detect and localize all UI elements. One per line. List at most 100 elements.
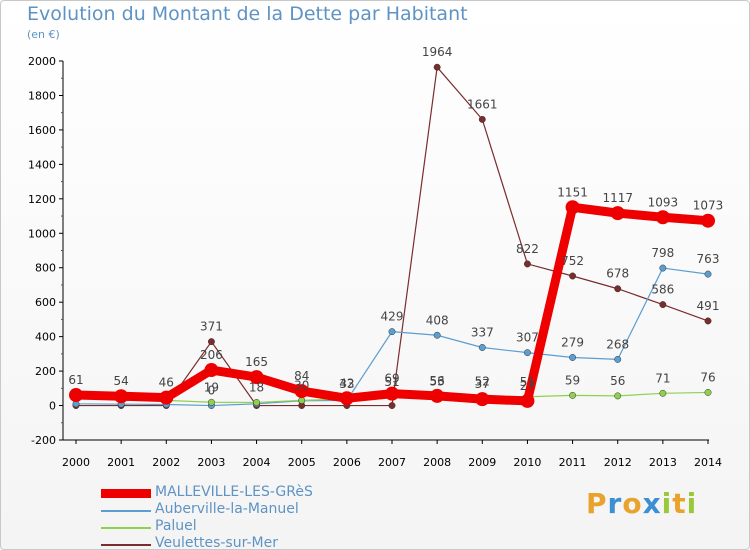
data-label: 165 xyxy=(245,355,268,369)
data-point xyxy=(614,355,622,363)
data-label: 206 xyxy=(200,348,223,362)
data-label: 42 xyxy=(339,376,354,390)
logo-letter: P xyxy=(586,487,608,520)
data-point xyxy=(388,328,396,336)
y-tick-label: 200 xyxy=(35,365,56,378)
data-point xyxy=(704,317,712,325)
x-tick-label: 2005 xyxy=(288,456,316,469)
y-tick-label: 1600 xyxy=(28,124,56,137)
x-tick-label: 2008 xyxy=(423,456,451,469)
legend-item: Veulettes-sur-Mer xyxy=(101,535,401,550)
data-label: 1964 xyxy=(422,45,453,59)
data-label: 268 xyxy=(606,337,629,351)
legend-label: Paluel xyxy=(155,518,197,534)
data-label: 61 xyxy=(68,373,83,387)
x-tick-label: 2004 xyxy=(243,456,271,469)
legend-swatch xyxy=(101,544,151,546)
data-point xyxy=(523,260,531,268)
x-tick-label: 2014 xyxy=(694,456,722,469)
data-point xyxy=(298,396,306,404)
data-point xyxy=(520,393,535,408)
y-tick-label: 2000 xyxy=(28,55,56,68)
legend-item: Paluel xyxy=(101,518,401,537)
legend-label: MALLEVILLE-LES-GRèS xyxy=(155,484,313,500)
data-point xyxy=(614,285,622,293)
data-label: 30 xyxy=(294,378,309,392)
y-tick-label: -200 xyxy=(31,434,56,447)
data-label: 0 xyxy=(208,384,216,398)
x-tick-label: 2013 xyxy=(649,456,677,469)
data-label: 69 xyxy=(384,372,399,386)
legend-label: Auberville-la-Manuel xyxy=(155,501,299,517)
x-tick-label: 2012 xyxy=(604,456,632,469)
data-label: 752 xyxy=(561,254,584,268)
data-label: 59 xyxy=(565,373,580,387)
data-label: 51 xyxy=(520,375,535,389)
data-label: 19 xyxy=(204,380,219,394)
data-point xyxy=(655,210,670,225)
data-label: 429 xyxy=(381,310,404,324)
legend-label: Veulettes-sur-Mer xyxy=(155,535,278,550)
series-malleville-les-gres xyxy=(69,200,715,408)
y-tick-label: 1000 xyxy=(28,227,56,240)
axes: -200 0 200 400 600 800 1000 1200 1400 1600 1800 200… xyxy=(28,55,722,469)
data-point xyxy=(433,331,441,339)
data-point xyxy=(569,391,577,399)
data-point xyxy=(207,398,215,406)
data-point xyxy=(701,213,715,228)
x-tick-label: 2006 xyxy=(333,456,361,469)
data-point xyxy=(207,338,215,346)
data-point xyxy=(294,384,309,399)
logo-letter: x xyxy=(642,487,662,520)
legend-item: Auberville-la-Manuel xyxy=(101,501,401,520)
logo-letter: o xyxy=(622,487,643,520)
data-point xyxy=(610,206,625,221)
y-tick-label: 600 xyxy=(35,296,56,309)
y-tick-label: 400 xyxy=(35,331,56,344)
data-label: 1151 xyxy=(557,185,588,199)
y-tick-label: 0 xyxy=(49,400,56,413)
x-tick-label: 2009 xyxy=(468,456,496,469)
legend-swatch xyxy=(101,527,151,529)
legend-swatch xyxy=(101,510,151,512)
data-point xyxy=(704,270,712,278)
data-point xyxy=(249,370,264,385)
data-label: 371 xyxy=(200,320,223,334)
x-tick-label: 2002 xyxy=(152,456,180,469)
data-point xyxy=(388,402,396,409)
y-tick-label: 1400 xyxy=(28,158,56,171)
x-tick-label: 2001 xyxy=(107,456,135,469)
data-point xyxy=(475,392,490,407)
data-label: 1661 xyxy=(467,97,498,111)
proxiti-logo: Proxiti xyxy=(586,487,697,520)
data-point xyxy=(385,386,399,401)
data-label: 279 xyxy=(561,335,584,349)
logo-letter: r xyxy=(607,487,623,520)
data-label: 71 xyxy=(655,371,670,385)
data-point xyxy=(69,388,83,403)
chart-title: Evolution du Montant de la Dette par Hab… xyxy=(27,3,468,25)
data-label: 798 xyxy=(651,246,674,260)
data-label: 1093 xyxy=(648,195,679,209)
data-label: 586 xyxy=(651,283,674,297)
data-point xyxy=(704,389,712,396)
logo-letter: t xyxy=(672,487,687,520)
x-tick-label: 2007 xyxy=(378,456,406,469)
data-label: 18 xyxy=(249,380,264,394)
y-tick-label: 800 xyxy=(35,262,56,275)
data-label: 56 xyxy=(610,374,625,388)
data-label: 84 xyxy=(294,369,309,383)
data-point xyxy=(159,390,174,405)
data-point xyxy=(523,349,531,357)
data-point xyxy=(659,264,667,272)
data-label: 763 xyxy=(697,252,720,266)
x-tick-label: 2010 xyxy=(513,456,541,469)
series-line xyxy=(391,65,709,406)
data-point xyxy=(569,272,577,280)
data-label: 408 xyxy=(426,313,449,327)
legend-swatch xyxy=(101,489,151,498)
data-label: 56 xyxy=(430,374,445,388)
data-label: 52 xyxy=(475,375,490,389)
x-tick-label: 2000 xyxy=(62,456,90,469)
